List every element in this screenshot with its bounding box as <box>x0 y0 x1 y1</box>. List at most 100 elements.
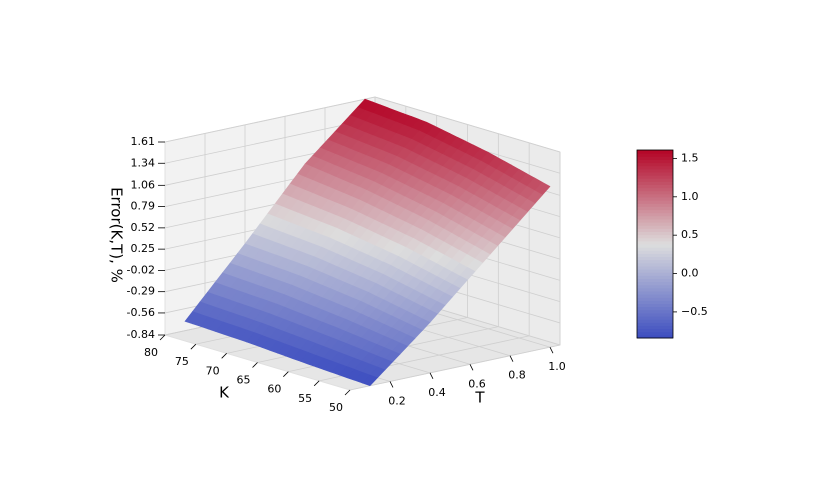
grid-line <box>164 96 376 143</box>
colorbar-segment <box>637 190 673 195</box>
labels: -0.84 -0.56 -0.29 -0.02 0.25 0.52 0.79 1.06 1.34… <box>127 135 708 414</box>
colorbar-segment <box>637 309 673 314</box>
colorbar-segment <box>637 278 673 283</box>
colorbar-segment <box>637 250 673 254</box>
colorbar-segment <box>637 150 673 154</box>
colorbar-segment <box>637 193 673 198</box>
y-tick <box>509 355 514 362</box>
z-tick-label: 0.52 <box>131 221 156 234</box>
colorbar-segment <box>637 269 673 273</box>
z-tick-label: -0.02 <box>127 263 155 276</box>
colorbar-segment <box>637 184 673 189</box>
z-tick-label: -0.84 <box>127 328 155 341</box>
colorbar-segment <box>637 175 673 179</box>
colorbar-segment <box>637 156 673 160</box>
colorbar-segment <box>637 294 673 298</box>
colorbar-segment <box>637 319 673 323</box>
colorbar-segment <box>637 275 673 279</box>
x-tick <box>159 334 166 341</box>
x-axis-label: K <box>219 384 230 402</box>
z-tick-label: -0.56 <box>127 306 155 319</box>
z-tick-label: 1.34 <box>131 156 156 169</box>
z-tick-label: 1.61 <box>131 135 156 148</box>
y-tick-label: 0.8 <box>508 369 526 382</box>
y-tick <box>469 364 474 371</box>
y-tick <box>429 372 434 380</box>
colorbar-segment <box>637 247 673 251</box>
colorbar-segment <box>637 187 673 192</box>
colorbar-segment <box>637 159 673 164</box>
colorbar-segment <box>637 287 673 292</box>
colorbar-segment <box>637 331 673 336</box>
colorbar-segment <box>637 218 673 223</box>
colorbar-segment <box>637 334 673 339</box>
colorbar-segment <box>637 253 673 258</box>
x-tick-label: 50 <box>329 401 343 414</box>
colorbar-segment <box>637 231 673 236</box>
x-tick <box>344 389 351 396</box>
z-tick-label: 1.06 <box>131 178 156 191</box>
x-tick-label: 65 <box>237 374 251 387</box>
colorbar-segment <box>637 300 673 305</box>
colorbar-tick-label: 1.0 <box>681 190 699 203</box>
colorbar-segment <box>637 272 673 276</box>
y-axis-label: T <box>474 389 485 407</box>
colorbar-segment <box>637 228 673 232</box>
grid-line <box>349 344 561 391</box>
y-tick <box>389 381 394 388</box>
x-tick <box>252 362 258 368</box>
colorbar-tick-label: −0.5 <box>681 305 708 318</box>
y-tick-label: 0.4 <box>428 386 446 399</box>
colorbar-frame <box>636 149 674 339</box>
colorbar-segment <box>637 284 673 289</box>
y-tick-label: 0.6 <box>468 377 486 390</box>
colorbar-segment <box>637 325 673 330</box>
colorbar-segment <box>637 262 673 267</box>
colorbar-segment <box>637 200 673 204</box>
x-tick-label: 60 <box>267 383 281 396</box>
colorbar-segment <box>637 265 673 270</box>
colorbar-segment <box>637 178 673 182</box>
colorbar-segment <box>637 209 673 214</box>
colorbar-segment <box>637 297 673 301</box>
colorbar-segment <box>637 322 673 326</box>
y-tick-label: 0.2 <box>388 394 406 407</box>
x-tick-label: 70 <box>206 364 220 377</box>
colorbar-segment <box>637 206 673 211</box>
x-tick <box>221 353 227 359</box>
x-tick-label: 55 <box>298 392 312 405</box>
x-tick <box>313 380 320 387</box>
surface-patch <box>361 374 379 387</box>
colorbar-tick-label: 0.5 <box>681 228 699 241</box>
x-tick <box>283 371 289 377</box>
colorbar-segment <box>637 153 673 157</box>
y-tick <box>549 346 554 354</box>
colorbar-segment <box>637 303 673 308</box>
colorbar-segment <box>637 240 673 245</box>
z-tick-label: 0.25 <box>131 242 156 255</box>
colorbar-segment <box>637 215 673 220</box>
colorbar-segment <box>637 212 673 217</box>
colorbar-segment <box>637 259 673 264</box>
colorbar-segment <box>637 281 673 286</box>
colorbar-segment <box>637 181 673 185</box>
x-tick-label: 75 <box>175 355 189 368</box>
colorbar-segment <box>637 328 673 333</box>
colorbar-tick-label: 1.5 <box>681 151 699 164</box>
colorbar-segment <box>637 203 673 207</box>
x-tick <box>190 343 197 350</box>
colorbar-segment <box>637 171 673 176</box>
colorbar-segment <box>637 306 673 311</box>
x-tick-label: 80 <box>144 346 158 359</box>
z-tick-label: -0.29 <box>127 285 155 298</box>
colorbar-segment <box>637 316 673 320</box>
colorbar-segment <box>637 225 673 229</box>
z-axis-label: Error(K,T), % <box>108 187 126 283</box>
colorbar-tick-label: 0.0 <box>681 267 699 280</box>
colorbar-segment <box>637 244 673 248</box>
y-tick-label: 1.0 <box>548 360 566 373</box>
colorbar-segment <box>637 222 673 226</box>
colorbar-segment <box>637 256 673 261</box>
z-tick-label: 0.79 <box>131 200 156 213</box>
